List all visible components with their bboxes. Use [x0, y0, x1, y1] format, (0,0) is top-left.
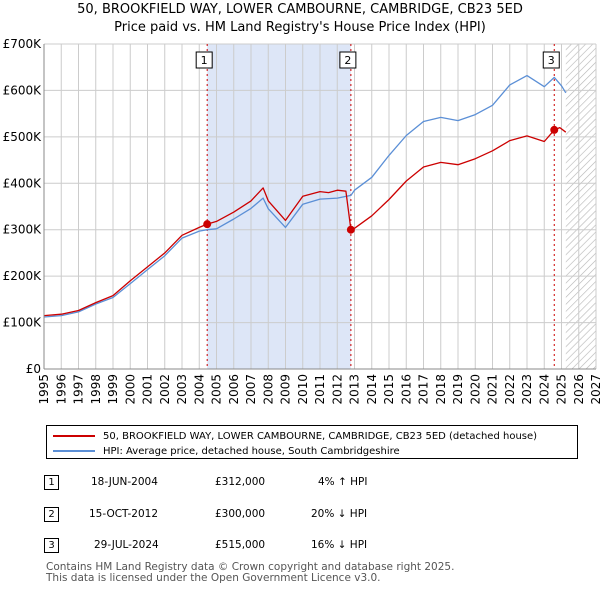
x-tick-label: 2007 [244, 374, 258, 405]
x-tick-label: 2025 [555, 374, 569, 405]
x-tick-label: 2004 [192, 374, 206, 405]
x-tick-label: 2016 [399, 374, 413, 405]
x-tick-label: 1996 [54, 374, 68, 405]
sale-marker-label: 1 [195, 51, 213, 69]
footer-notice: Contains HM Land Registry data © Crown c… [46, 562, 454, 584]
x-tick-label: 2027 [589, 374, 600, 405]
sale-hpi-diff: 4% ↑ HPI [318, 476, 368, 488]
ownership-shaded-range [207, 44, 351, 369]
sale-marker-number: 1 [201, 54, 208, 67]
x-tick-label: 2006 [227, 374, 241, 405]
legend-swatch-property [53, 435, 95, 437]
chart-title-line1: 50, BROOKFIELD WAY, LOWER CAMBOURNE, CAM… [77, 2, 523, 17]
x-tick-label: 2008 [261, 374, 275, 405]
sale-marker-number: 3 [548, 54, 555, 67]
x-tick-label: 2024 [537, 374, 551, 405]
sale-marker-label: 2 [339, 51, 357, 69]
sale-row-1: 1 18-JUN-2004 £312,000 4% ↑ HPI [0, 475, 600, 491]
x-tick-label: 2013 [348, 374, 362, 405]
sale-price: £312,000 [215, 476, 266, 488]
sale-hpi-diff: 20% ↓ HPI [311, 508, 368, 520]
sale-marker-number: 2 [344, 54, 351, 67]
legend-label-property: 50, BROOKFIELD WAY, LOWER CAMBOURNE, CAM… [103, 430, 538, 442]
sale-row-3: 3 29-JUL-2024 £515,000 16% ↓ HPI [0, 538, 600, 554]
y-tick-label: £700K [3, 37, 43, 51]
footer-line2: This data is licensed under the Open Gov… [46, 572, 381, 584]
sale-marker-box [339, 51, 357, 69]
y-tick-label: £600K [3, 83, 43, 97]
x-tick-label: 1995 [37, 374, 51, 405]
hpi-line [43, 74, 567, 318]
x-tick-label: 2005 [210, 374, 224, 405]
sale-marker-label: 3 [542, 51, 560, 69]
y-tick-label: £400K [3, 176, 43, 190]
x-tick-label: 2019 [451, 374, 465, 405]
sale-number-box: 1 [44, 475, 59, 490]
x-tick-label: 2003 [175, 374, 189, 405]
legend-label-hpi: HPI: Average price, detached house, Sout… [103, 445, 400, 457]
legend-swatch-hpi [53, 450, 95, 452]
sale-marker-box [542, 51, 560, 69]
sale-number-box: 3 [44, 538, 59, 553]
sale-date: 15-OCT-2012 [89, 508, 158, 520]
x-tick-label: 1999 [106, 374, 120, 405]
sale-number-box: 2 [44, 507, 59, 522]
x-tick-label: 2021 [486, 374, 500, 405]
legend-item-property: 50, BROOKFIELD WAY, LOWER CAMBOURNE, CAM… [53, 429, 537, 443]
x-tick-label: 2010 [296, 374, 310, 405]
chart-title-line2: Price paid vs. HM Land Registry's House … [114, 20, 486, 35]
x-tick-label: 2020 [468, 374, 482, 405]
chart-legend: 50, BROOKFIELD WAY, LOWER CAMBOURNE, CAM… [46, 425, 578, 459]
x-tick-label: 2012 [330, 374, 344, 405]
sale-date: 18-JUN-2004 [91, 476, 158, 488]
x-tick-label: 2015 [382, 374, 396, 405]
price-chart: £0 £100K £200K £300K £400K £500K £600K £700K 199… [3, 37, 600, 405]
sale-point [203, 220, 212, 229]
y-tick-label: £500K [3, 130, 43, 144]
sale-price: £515,000 [215, 539, 266, 551]
x-tick-label: 1997 [72, 374, 86, 405]
sale-hpi-diff: 16% ↓ HPI [311, 539, 368, 551]
x-tick-label: 2017 [417, 374, 431, 405]
footer-line1: Contains HM Land Registry data © Crown c… [46, 561, 455, 573]
x-tick-label: 1998 [89, 374, 103, 405]
sale-marker-box [195, 51, 213, 69]
x-tick-label: 2000 [123, 374, 137, 405]
x-tick-label: 2023 [520, 374, 534, 405]
x-tick-label: 2014 [365, 374, 379, 405]
sale-row-2: 2 15-OCT-2012 £300,000 20% ↓ HPI [0, 507, 600, 523]
x-tick-label: 2009 [279, 374, 293, 405]
legend-item-hpi: HPI: Average price, detached house, Sout… [53, 444, 400, 458]
x-tick-label: 2001 [141, 374, 155, 405]
x-tick-label: 2002 [158, 374, 172, 405]
sale-point [550, 125, 559, 134]
x-tick-label: 2011 [313, 374, 327, 405]
sale-price: £300,000 [215, 508, 266, 520]
y-tick-label: £200K [3, 269, 43, 283]
y-tick-label: £100K [3, 316, 43, 330]
property-price-line [43, 126, 567, 317]
x-tick-label: 2022 [503, 374, 517, 405]
sale-point [346, 225, 355, 234]
sale-date: 29-JUL-2024 [94, 539, 159, 551]
future-hatched-area [565, 44, 596, 369]
y-tick-label: £0 [26, 362, 41, 376]
y-tick-label: £300K [3, 223, 43, 237]
x-tick-label: 2018 [434, 374, 448, 405]
x-tick-label: 2026 [572, 374, 586, 405]
